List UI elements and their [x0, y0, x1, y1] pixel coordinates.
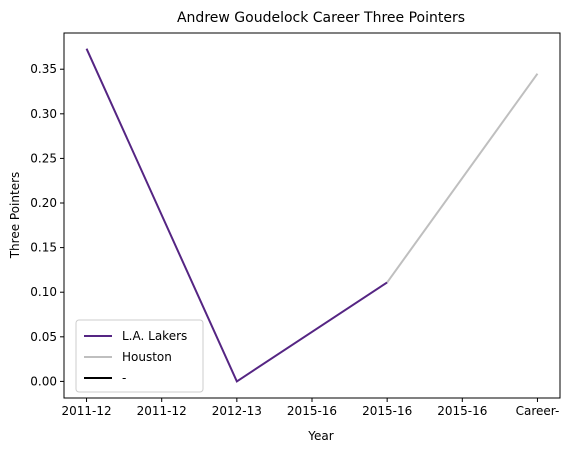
series-line-1	[386, 73, 539, 283]
y-tick-label: 0.10	[30, 285, 57, 299]
x-tick-label: 2012-13	[212, 404, 262, 418]
x-tick-label: 2011-12	[61, 404, 111, 418]
y-axis-label: Three Pointers	[8, 172, 22, 260]
y-axis: 0.00 0.05 0.10 0.15 0.20 0.25 0.30 0.35	[30, 62, 64, 388]
legend-label: Houston	[122, 350, 172, 364]
y-tick-label: 0.00	[30, 374, 57, 388]
y-tick-label: 0.05	[30, 330, 57, 344]
y-tick-label: 0.30	[30, 107, 57, 121]
series-line-0	[85, 48, 388, 383]
x-tick-label: Career-	[516, 404, 560, 418]
x-tick-label: 2015-16	[362, 404, 412, 418]
y-tick-label: 0.25	[30, 151, 57, 165]
x-axis: 2011-12 2011-12 2012-13 2015-16 2015-16 2015-…	[61, 398, 559, 418]
legend-label: L.A. Lakers	[122, 329, 187, 343]
x-tick-label: 2011-12	[137, 404, 187, 418]
y-tick-label: 0.35	[30, 62, 57, 76]
legend: L.A. Lakers Houston -	[75, 319, 204, 393]
legend-label: -	[122, 371, 126, 385]
y-tick-label: 0.15	[30, 241, 57, 255]
legend-box	[75, 319, 204, 393]
x-axis-label: Year	[307, 429, 333, 443]
x-tick-label: 2015-16	[437, 404, 487, 418]
y-tick-label: 0.20	[30, 196, 57, 210]
x-tick-label: 2015-16	[287, 404, 337, 418]
chart-title: Andrew Goudelock Career Three Pointers	[177, 10, 465, 26]
